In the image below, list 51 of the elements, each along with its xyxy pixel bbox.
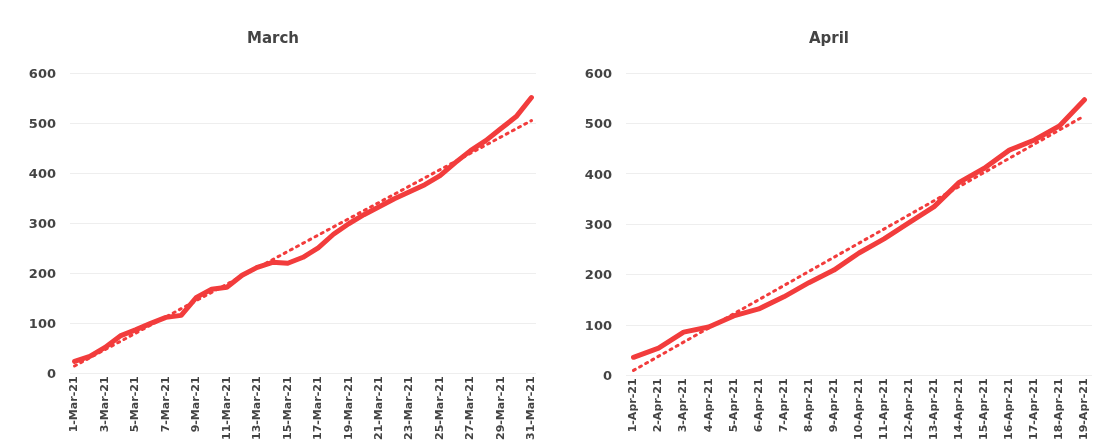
x-tick-label: 16-Apr-21 — [1002, 378, 1016, 440]
x-tick-label: 1-Apr-21 — [626, 378, 640, 433]
y-tick-label: 500 — [584, 116, 612, 132]
x-tick-label: 15-Mar-21 — [280, 376, 294, 441]
x-tick-label: 31-Mar-21 — [524, 376, 538, 441]
x-tick-label: 5-Mar-21 — [128, 376, 142, 433]
y-tick-label: 300 — [28, 215, 56, 231]
x-tick-label: 19-Mar-21 — [341, 376, 355, 441]
chart-title: March — [246, 28, 300, 47]
x-tick-label: 15-Apr-21 — [977, 378, 991, 440]
x-tick-label: 13-Apr-21 — [927, 378, 941, 440]
x-tick-label: 5-Apr-21 — [726, 378, 740, 433]
x-tick-label: 11-Mar-21 — [219, 376, 233, 441]
y-tick-label: 0 — [602, 368, 612, 384]
x-tick-label: 9-Apr-21 — [826, 378, 840, 433]
y-tick-label: 100 — [28, 316, 56, 332]
y-tick-label: 600 — [28, 65, 56, 81]
y-tick-label: 400 — [28, 165, 56, 181]
x-tick-label: 13-Mar-21 — [250, 376, 264, 441]
x-tick-label: 3-Apr-21 — [676, 378, 690, 433]
x-tick-label: 12-Apr-21 — [901, 378, 915, 440]
y-tick-label: 300 — [584, 216, 612, 232]
x-tick-label: 8-Apr-21 — [801, 378, 815, 433]
x-tick-label: 7-Mar-21 — [158, 376, 172, 433]
x-tick-label: 17-Mar-21 — [311, 376, 325, 441]
y-tick-label: 500 — [28, 115, 56, 131]
y-tick-label: 200 — [584, 267, 612, 283]
x-tick-label: 14-Apr-21 — [952, 378, 966, 440]
x-tick-label: 6-Apr-21 — [751, 378, 765, 433]
x-tick-label: 4-Apr-21 — [701, 378, 715, 433]
x-tick-label: 7-Apr-21 — [776, 378, 790, 433]
x-tick-label: 1-Mar-21 — [67, 376, 81, 433]
x-tick-label: 21-Mar-21 — [372, 376, 385, 441]
x-tick-label: 11-Apr-21 — [876, 378, 890, 440]
x-tick-label: 2-Apr-21 — [651, 378, 665, 433]
x-tick-label: 10-Apr-21 — [851, 378, 865, 440]
y-tick-label: 400 — [584, 166, 612, 182]
y-tick-label: 0 — [46, 366, 56, 382]
x-tick-label: 19-Apr-21 — [1077, 378, 1091, 440]
y-tick-label: 600 — [584, 65, 612, 81]
x-tick-label: 9-Mar-21 — [189, 376, 203, 433]
x-tick-label: 3-Mar-21 — [97, 376, 111, 433]
y-tick-label: 100 — [584, 317, 612, 333]
x-tick-label: 25-Mar-21 — [432, 376, 446, 441]
x-tick-label: 29-Mar-21 — [493, 376, 507, 441]
chart-title: April — [808, 28, 850, 47]
x-tick-label: 18-Apr-21 — [1052, 378, 1066, 440]
y-tick-label: 200 — [28, 266, 56, 282]
x-tick-label: 23-Mar-21 — [402, 376, 416, 441]
x-tick-label: 27-Mar-21 — [463, 376, 477, 441]
x-tick-label: 17-Apr-21 — [1027, 378, 1041, 440]
